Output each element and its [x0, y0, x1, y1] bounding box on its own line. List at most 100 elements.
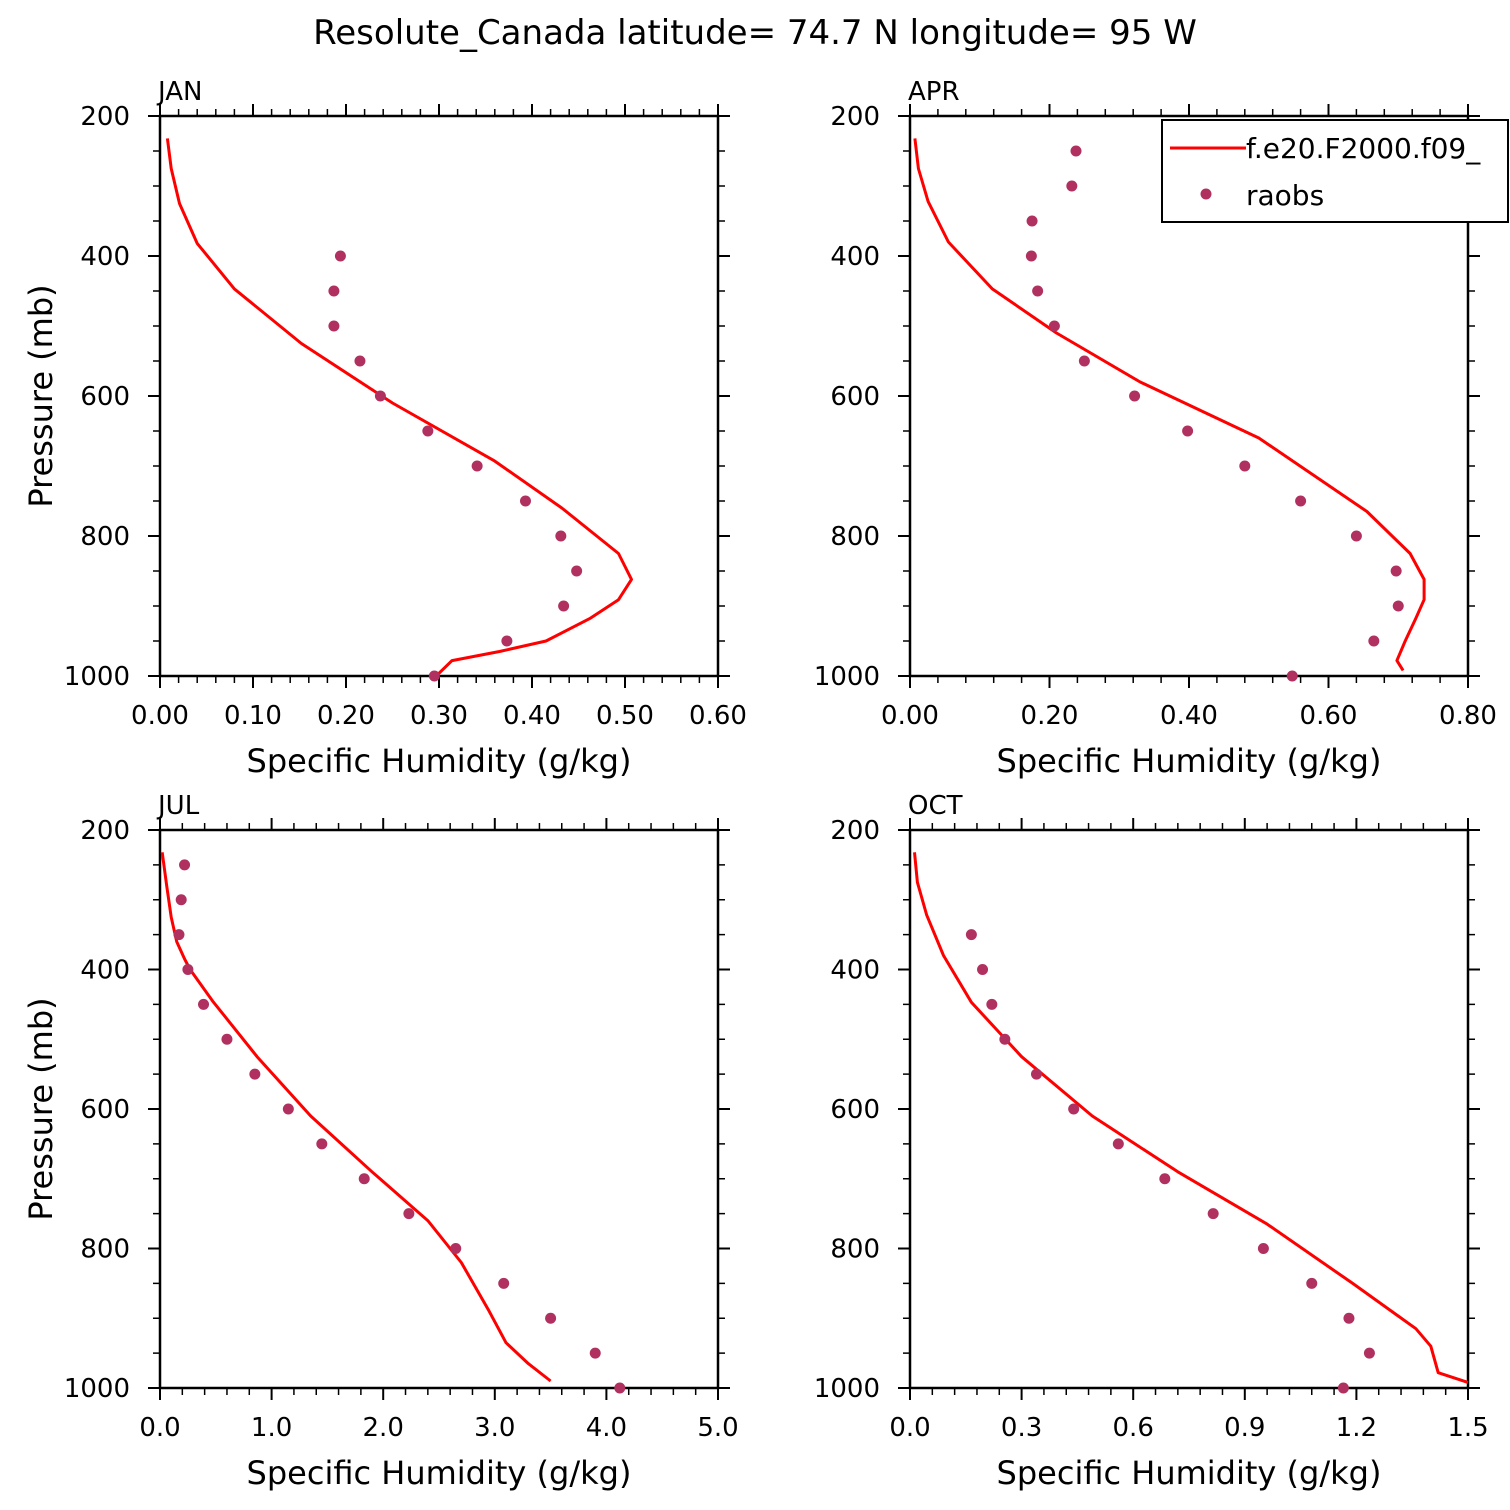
x-axis-label: Specific Humidity (g/kg) [997, 742, 1382, 780]
x-tick-label: 0.60 [689, 701, 747, 731]
data-point-raobs [316, 1138, 328, 1150]
x-axis-label: Specific Humidity (g/kg) [997, 1454, 1382, 1492]
y-tick-label: 400 [830, 956, 880, 986]
data-point-raobs [1066, 180, 1078, 192]
figure-title: Resolute_Canada latitude= 74.7 N longitu… [313, 13, 1197, 53]
data-point-raobs [334, 250, 346, 262]
data-point-raobs [1182, 425, 1194, 437]
x-axis-label: Specific Humidity (g/kg) [247, 742, 632, 780]
y-tick-label: 600 [830, 382, 880, 412]
data-point-raobs [999, 1033, 1011, 1045]
data-point-raobs [358, 1173, 370, 1185]
data-point-raobs [471, 460, 483, 472]
y-tick-label: 1000 [814, 1374, 880, 1404]
x-tick-label: 0.30 [410, 701, 468, 731]
x-tick-label: 0.00 [881, 701, 939, 731]
panel-oct: OCT 0.0 0.3 0.6 0.9 1.2 1.5 200 400 600 800 1000 Spe… [814, 791, 1489, 1492]
data-point-raobs [545, 1312, 557, 1324]
data-point-raobs [1257, 1243, 1269, 1254]
y-tick-label: 200 [80, 102, 130, 132]
legend-marker-swatch [1200, 188, 1212, 200]
x-tick-label: 0.40 [503, 701, 561, 731]
data-point-raobs [1368, 635, 1380, 647]
legend-entry-raobs: raobs [1246, 179, 1324, 212]
panel-label: JUL [156, 791, 200, 821]
series-line-model [913, 852, 1469, 1384]
data-point-raobs [501, 635, 513, 647]
y-tick-label: 400 [80, 956, 130, 986]
x-tick-label: 4.0 [586, 1413, 627, 1443]
panel-apr: APR 0.00 0.20 0.40 0.60 0.80 200 400 600 800 1000 S… [814, 77, 1497, 780]
x-tick-label: 0.6 [1113, 1413, 1154, 1443]
legend-entry-model: f.e20.F2000.f09_ [1246, 132, 1481, 165]
x-tick-label: 0.50 [596, 701, 654, 731]
data-point-raobs [1025, 250, 1037, 262]
data-point-raobs [1159, 1173, 1171, 1185]
panel-jul: JUL 0.0 1.0 2.0 3.0 4.0 5.0 200 400 600 800 1000 Spe… [22, 791, 739, 1492]
data-point-raobs [450, 1243, 462, 1254]
y-tick-label: 800 [830, 522, 880, 552]
data-point-raobs [1068, 1103, 1080, 1115]
panel-label: OCT [908, 791, 963, 821]
data-point-raobs [403, 1208, 415, 1220]
data-point-raobs [1306, 1277, 1318, 1289]
panels: JAN 0.00 0.10 0.20 0.30 0.40 0.50 0.60 200 400 600… [22, 77, 1497, 1492]
x-tick-label: 0.00 [131, 701, 189, 731]
y-tick-label: 200 [830, 102, 880, 132]
x-tick-label: 3.0 [474, 1413, 515, 1443]
data-point-raobs [428, 670, 440, 682]
y-tick-label: 800 [80, 1235, 130, 1265]
y-tick-label: 600 [80, 1095, 130, 1125]
y-tick-label: 1000 [64, 662, 130, 692]
panel-label: JAN [156, 77, 202, 107]
y-axis-label: Pressure (mb) [22, 284, 60, 507]
y-tick-label: 800 [80, 522, 130, 552]
data-point-raobs [173, 929, 185, 941]
data-point-raobs [1048, 320, 1060, 332]
x-tick-label: 0.20 [317, 701, 375, 731]
series-line-model [160, 852, 552, 1383]
x-tick-label: 0.80 [1439, 701, 1497, 731]
data-point-raobs [1026, 215, 1038, 227]
data-point-raobs [1032, 285, 1044, 297]
legend: f.e20.F2000.f09_raobs [1161, 119, 1509, 223]
legend-box [1161, 119, 1509, 223]
data-point-raobs [555, 530, 567, 542]
data-point-raobs [1207, 1208, 1219, 1220]
x-tick-label: 5.0 [697, 1413, 738, 1443]
data-point-raobs [1112, 1138, 1124, 1150]
data-point-raobs [175, 894, 187, 906]
panel-label: APR [908, 77, 960, 107]
data-point-raobs [374, 390, 386, 402]
data-point-raobs [986, 998, 998, 1010]
data-point-raobs [519, 495, 531, 507]
x-tick-label: 0.10 [224, 701, 282, 731]
data-point-raobs [249, 1068, 261, 1080]
y-tick-label: 800 [830, 1235, 880, 1265]
data-point-raobs [328, 320, 340, 332]
data-point-raobs [1030, 1068, 1042, 1080]
data-point-raobs [1295, 495, 1307, 507]
panel-jan: JAN 0.00 0.10 0.20 0.30 0.40 0.50 0.60 200 400 600… [22, 77, 747, 780]
data-point-raobs [1239, 460, 1251, 472]
y-tick-label: 1000 [814, 662, 880, 692]
series-line-model [165, 138, 633, 678]
data-point-raobs [1343, 1312, 1355, 1324]
data-point-raobs [1390, 565, 1402, 577]
data-point-raobs [182, 964, 194, 975]
x-tick-label: 0.40 [1160, 701, 1218, 731]
y-tick-label: 1000 [64, 1374, 130, 1404]
data-point-raobs [354, 355, 366, 367]
data-point-raobs [221, 1033, 233, 1045]
data-point-raobs [977, 964, 989, 975]
x-tick-label: 2.0 [363, 1413, 404, 1443]
data-point-raobs [1392, 600, 1404, 612]
data-point-raobs [558, 600, 570, 612]
data-point-raobs [1337, 1382, 1349, 1394]
y-tick-label: 200 [80, 816, 130, 846]
data-point-raobs [198, 998, 210, 1010]
x-tick-label: 1.2 [1336, 1413, 1377, 1443]
x-tick-label: 0.0 [139, 1413, 180, 1443]
